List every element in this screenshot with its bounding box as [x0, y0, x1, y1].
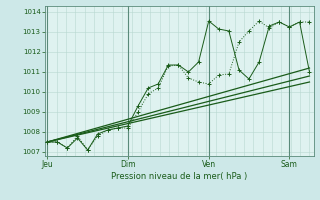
X-axis label: Pression niveau de la mer( hPa ): Pression niveau de la mer( hPa ) — [111, 172, 247, 181]
